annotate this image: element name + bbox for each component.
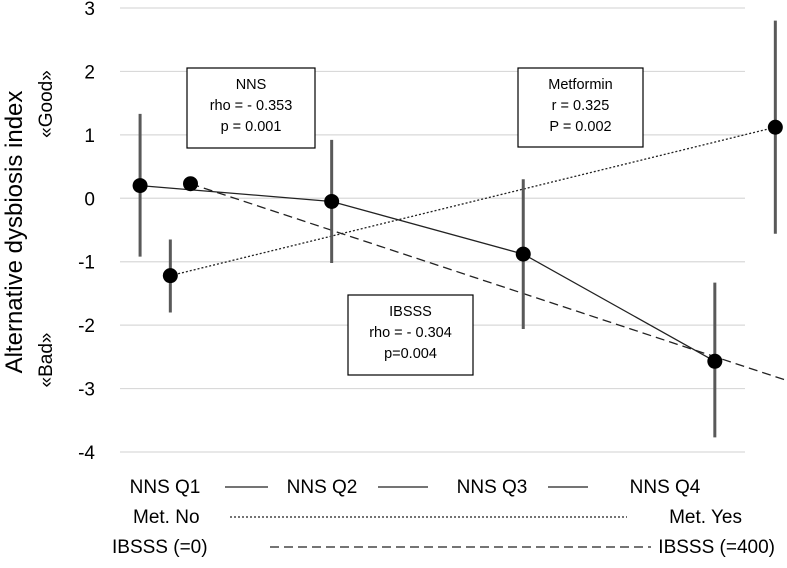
legend-label: IBSSS (=400) — [658, 537, 775, 558]
metformin-line — [170, 126, 776, 277]
metformin-point — [767, 119, 783, 135]
legend-row-metformin: Met. No Met. Yes — [133, 507, 742, 528]
legend-label: NNS Q4 — [630, 477, 701, 498]
y-tick-labels: 3 2 1 0 -1 -2 -3 -4 — [78, 0, 95, 464]
legend: NNS Q1 NNS Q2 NNS Q3 NNS Q4 Met. No Met. Yes I… — [112, 477, 775, 558]
legend-label: NNS Q1 — [130, 477, 201, 498]
nns-point — [707, 353, 723, 369]
y-tick-label: 2 — [84, 62, 95, 83]
ibsss-point — [183, 176, 198, 192]
nns-point — [132, 178, 148, 194]
ibsss-stats-box: IBSSS rho = - 0.304 p=0.004 — [347, 294, 474, 376]
ibsss-line — [190, 183, 787, 382]
y-tick-label: 0 — [84, 189, 95, 210]
annotation-boxes: NNS rho = - 0.353 p = 0.001 Metformin r = 0.… — [186, 67, 644, 376]
legend-row-nns: NNS Q1 NNS Q2 NNS Q3 NNS Q4 — [130, 477, 701, 498]
annotation-text: p = 0.001 — [221, 119, 282, 135]
nns-point — [324, 193, 340, 209]
annotation-text: NNS — [236, 77, 267, 93]
legend-row-ibsss: IBSSS (=0) IBSSS (=400) — [112, 537, 775, 558]
annotation-text: p=0.004 — [384, 346, 437, 362]
annotation-frame — [347, 294, 474, 376]
y-tick-label: -2 — [78, 316, 95, 337]
y-tick-label: -1 — [78, 253, 95, 274]
legend-label: NNS Q2 — [287, 477, 358, 498]
annotation-text: Metformin — [548, 77, 612, 93]
annotation-text: rho = - 0.353 — [210, 98, 293, 114]
legend-label: Met. Yes — [669, 507, 742, 528]
nns-line — [140, 184, 716, 362]
annotation-text: rho = - 0.304 — [369, 325, 452, 341]
annotation-frame — [186, 67, 316, 149]
y-tick-label: -3 — [78, 380, 95, 401]
y-tick-label: -4 — [78, 443, 95, 464]
annotation-text: IBSSS — [389, 304, 432, 320]
metformin-stats-box: Metformin r = 0.325 P = 0.002 — [517, 67, 644, 148]
y-axis-label: Alternative dysbiosis index — [1, 91, 28, 374]
legend-label: NNS Q3 — [457, 477, 528, 498]
y-axis-bad-label: «Bad» — [36, 333, 57, 388]
legend-label: IBSSS (=0) — [112, 537, 208, 558]
y-tick-label: 1 — [84, 126, 95, 147]
data-series — [132, 20, 787, 438]
nns-point — [515, 246, 531, 262]
y-tick-label: 3 — [84, 0, 95, 20]
y-axis-good-label: «Good» — [36, 70, 57, 138]
annotation-frame — [517, 67, 644, 148]
legend-label: Met. No — [133, 507, 200, 528]
annotation-text: P = 0.002 — [549, 119, 611, 135]
annotation-text: r = 0.325 — [552, 98, 610, 114]
nns-stats-box: NNS rho = - 0.353 p = 0.001 — [186, 67, 316, 149]
metformin-point — [162, 268, 178, 284]
